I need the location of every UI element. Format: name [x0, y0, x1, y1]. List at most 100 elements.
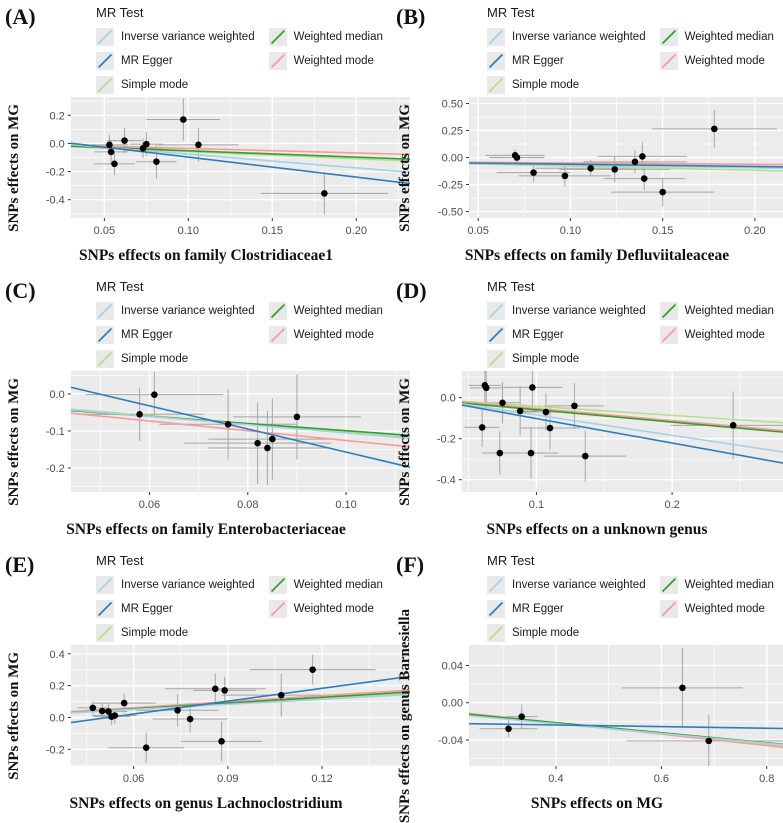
- y-tick-labels: 0.2 0.0 -0.2 -0.4: [46, 110, 65, 206]
- y-tick-labels: 0.04 0.00 -0.04: [438, 660, 463, 746]
- tick-marks: [458, 397, 673, 495]
- panel-tag: (B): [396, 4, 426, 29]
- scatter-plot: 0.4 0.6 0.8 0.04 0.00 -0.04: [438, 645, 783, 785]
- legend-item-wmode: Weighted mode: [268, 600, 383, 618]
- legend-item-label: Weighted median: [684, 579, 774, 591]
- x-tick-label: 0.20: [744, 225, 765, 237]
- legend-item-egger: MR Egger: [96, 600, 255, 618]
- data-point: [587, 165, 595, 172]
- legend-item-label: Weighted mode: [684, 329, 765, 341]
- x-tick-labels: 0.06 0.08 0.10: [139, 499, 357, 511]
- y-axis-title: SNPs effects on MG: [2, 640, 26, 792]
- x-tick-label: 0.1: [529, 499, 544, 511]
- x-tick-labels: 0.06 0.09 0.12: [123, 773, 333, 785]
- data-points: [136, 391, 301, 452]
- legend-key-egger-icon: [487, 326, 505, 344]
- x-axis-title: SNPs effects on family Defluviitaleaceae: [464, 247, 730, 264]
- legend-item-wmode: Weighted mode: [268, 52, 383, 70]
- legend-item-label: Weighted median: [293, 305, 383, 317]
- legend-key-egger-icon: [96, 326, 114, 344]
- y-tick-labels: 0.0 -0.2 -0.4: [437, 393, 456, 487]
- trend-lines: [469, 712, 783, 749]
- legend-item-simple: Simple mode: [487, 76, 646, 94]
- legend-items: Inverse variance weighted MR Egger Simple …: [487, 299, 774, 371]
- y-axis-title: SNPs effects on MG: [393, 92, 417, 244]
- legend-item-label: Inverse variance weighted: [512, 31, 646, 43]
- y-axis-title-text: SNPs effects on MG: [5, 378, 22, 506]
- data-point: [224, 420, 232, 428]
- legend-item-label: Weighted mode: [293, 329, 374, 341]
- x-tick-labels: 0.1 0.2: [529, 499, 680, 511]
- data-point: [111, 160, 118, 168]
- y-axis-title: SNPs effects on MG: [393, 366, 417, 518]
- legend-item-label: Simple mode: [121, 79, 189, 91]
- mr-scatter-panel: (B) MR Test Inverse variance weighted MR …: [391, 0, 783, 274]
- trend-line-wmode: [70, 689, 411, 713]
- tick-marks: [466, 102, 756, 221]
- legend-title: MR Test: [487, 279, 535, 294]
- x-tick-label: 0.20: [346, 225, 367, 237]
- data-point: [530, 169, 537, 176]
- data-point: [496, 449, 504, 457]
- x-tick-labels: 0.05 0.10 0.15 0.20: [94, 225, 367, 237]
- x-tick-label: 0.06: [139, 499, 160, 511]
- x-tick-label: 0.2: [664, 499, 679, 511]
- panel-tag: (E): [5, 552, 35, 577]
- trend-line-egger: [70, 142, 411, 185]
- legend-item-label: Weighted mode: [684, 603, 765, 615]
- legend-key-egger-icon: [487, 52, 505, 70]
- x-axis-title: SNPs effects on family Enterobacteriacea…: [66, 521, 346, 538]
- legend-item-label: MR Egger: [121, 329, 173, 341]
- legend-item-ivw: Inverse variance weighted: [96, 576, 255, 594]
- data-point: [195, 141, 202, 149]
- legend-key-ivw-icon: [487, 302, 505, 320]
- legend-key-egger-icon: [96, 600, 114, 618]
- legend-key-egger-icon: [96, 52, 114, 70]
- data-point: [659, 188, 666, 196]
- x-tick-label: 0.15: [652, 225, 673, 237]
- trend-line-simple: [461, 400, 783, 424]
- scatter-plot: 0.06 0.09 0.12 0.4 0.2 0.0 -0.2: [46, 645, 411, 785]
- data-point: [111, 712, 119, 719]
- x-tick-label: 0.08: [237, 499, 258, 511]
- legend-item-egger: MR Egger: [96, 326, 255, 344]
- legend-key-ivw-icon: [96, 302, 114, 320]
- y-tick-labels: 0.0 -0.1 -0.2: [46, 389, 65, 475]
- data-point: [631, 158, 639, 166]
- legend-key-simple-icon: [96, 624, 114, 642]
- plot-background: [461, 371, 783, 492]
- x-axis-title: SNPs effects on genus Lachnoclostridium: [69, 795, 343, 812]
- trend-lines: [70, 386, 411, 468]
- legend-item-simple: Simple mode: [487, 624, 646, 642]
- trend-lines: [70, 675, 411, 724]
- y-tick-labels: 0.50 0.25 0.00 -0.25 -0.50: [438, 98, 463, 218]
- legend-key-simple-icon: [96, 350, 114, 368]
- legend-item-ivw: Inverse variance weighted: [487, 302, 646, 320]
- legend-key-wmode-icon: [268, 52, 287, 70]
- major-gridlines: [469, 645, 783, 766]
- y-axis-title-text: SNPs effects on MG: [5, 652, 22, 780]
- legend-title: MR Test: [487, 553, 535, 568]
- trend-lines: [70, 142, 411, 185]
- data-points: [505, 684, 713, 745]
- x-tick-label: 0.10: [560, 225, 581, 237]
- mr-scatter-panel: (C) MR Test Inverse variance weighted MR …: [0, 274, 411, 548]
- trend-line-wmode: [70, 144, 411, 156]
- data-point: [143, 140, 150, 148]
- mr-test-legend: MR Test Inverse variance weighted MR Egge…: [96, 279, 383, 371]
- legend-items: Inverse variance weighted MR Egger Simple …: [96, 573, 383, 645]
- legend-item-label: Simple mode: [512, 627, 580, 639]
- tick-marks: [466, 664, 768, 769]
- panel-tag: (C): [5, 278, 36, 303]
- legend-item-simple: Simple mode: [96, 76, 255, 94]
- y-tick-label: -0.1: [46, 426, 65, 438]
- legend-item-label: MR Egger: [121, 603, 173, 615]
- data-points: [478, 382, 737, 460]
- legend-key-wmedian-icon: [268, 28, 287, 46]
- trend-line-egger: [461, 404, 783, 464]
- y-axis-title-text: SNPs effects on genus Barnesiella: [396, 608, 413, 823]
- data-point: [151, 391, 158, 398]
- y-tick-labels: 0.4 0.2 0.0 -0.2: [46, 649, 65, 757]
- data-point: [89, 704, 97, 712]
- data-point: [136, 410, 143, 418]
